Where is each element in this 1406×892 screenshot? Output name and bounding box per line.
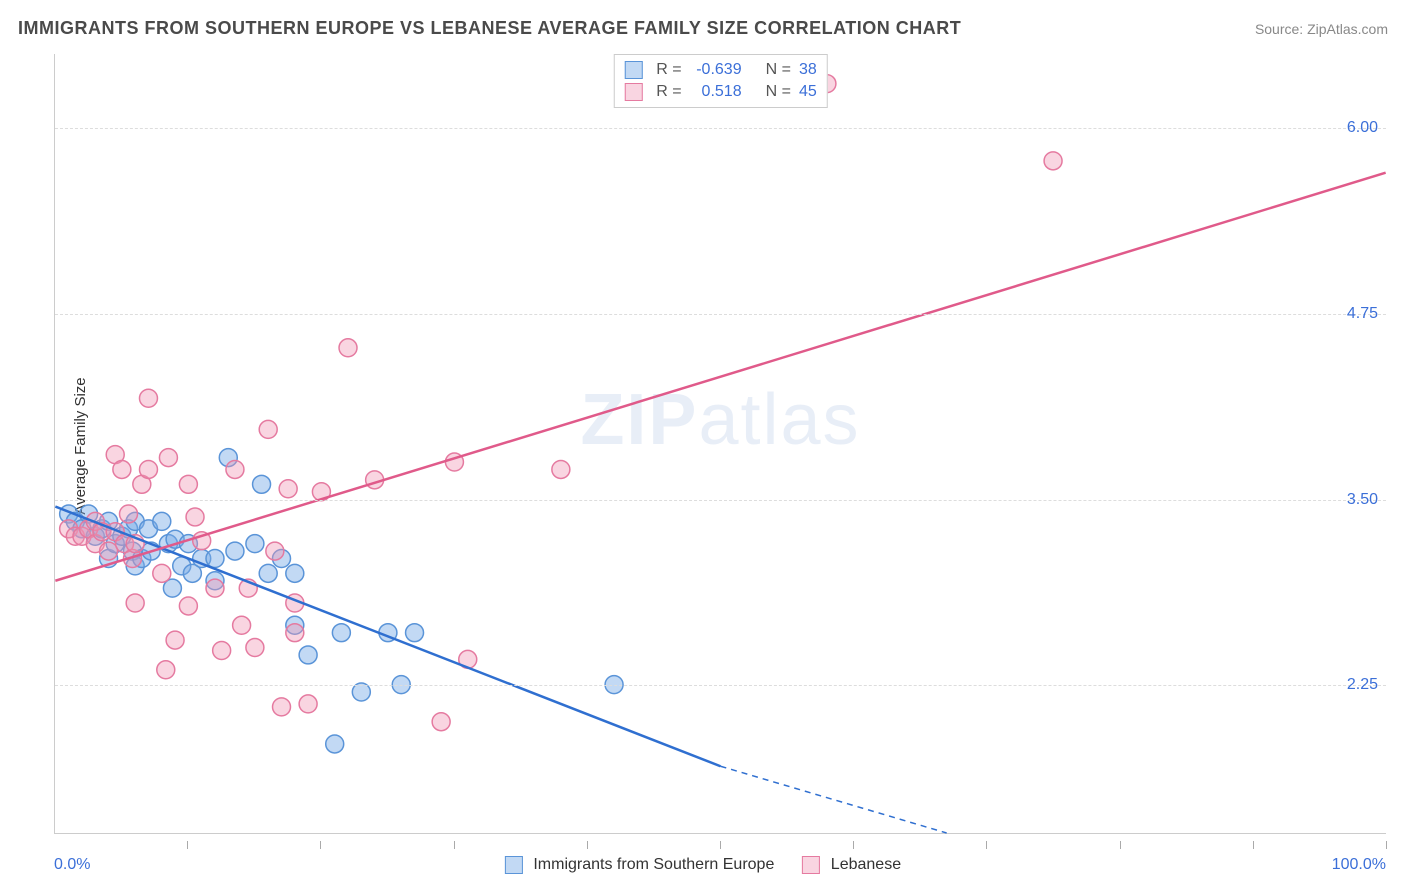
- correlation-legend-row-blue: R = -0.639 N = 38: [624, 59, 816, 81]
- scatter-svg: [55, 54, 1386, 833]
- r-value-pink: 0.518: [690, 83, 742, 101]
- legend-item-pink: Lebanese: [802, 856, 901, 874]
- legend-swatch-blue-icon: [505, 856, 523, 874]
- legend-swatch-pink-icon: [802, 856, 820, 874]
- y-tick-label: 6.00: [1347, 119, 1378, 137]
- legend-label-pink: Lebanese: [831, 856, 901, 873]
- legend-swatch-pink: [624, 83, 642, 101]
- chart-title: IMMIGRANTS FROM SOUTHERN EUROPE VS LEBAN…: [18, 18, 961, 39]
- y-tick-label: 4.75: [1347, 305, 1378, 323]
- y-tick-label: 3.50: [1347, 491, 1378, 509]
- n-value-pink: 45: [799, 83, 817, 101]
- correlation-legend-row-pink: R = 0.518 N = 45: [624, 81, 816, 103]
- series-legend: Immigrants from Southern Europe Lebanese: [505, 856, 901, 874]
- x-axis-max-label: 100.0%: [1332, 856, 1386, 874]
- r-value-blue: -0.639: [690, 61, 742, 79]
- correlation-legend: R = -0.639 N = 38 R = 0.518 N = 45: [613, 54, 827, 108]
- n-value-blue: 38: [799, 61, 817, 79]
- chart-plot-area: ZIPatlas R = -0.639 N = 38 R = 0.518 N =…: [54, 54, 1386, 834]
- x-axis-min-label: 0.0%: [54, 856, 90, 874]
- y-tick-label: 2.25: [1347, 676, 1378, 694]
- legend-swatch-blue: [624, 61, 642, 79]
- legend-label-blue: Immigrants from Southern Europe: [533, 856, 774, 873]
- source-attribution: Source: ZipAtlas.com: [1255, 21, 1388, 37]
- legend-item-blue: Immigrants from Southern Europe: [505, 856, 774, 874]
